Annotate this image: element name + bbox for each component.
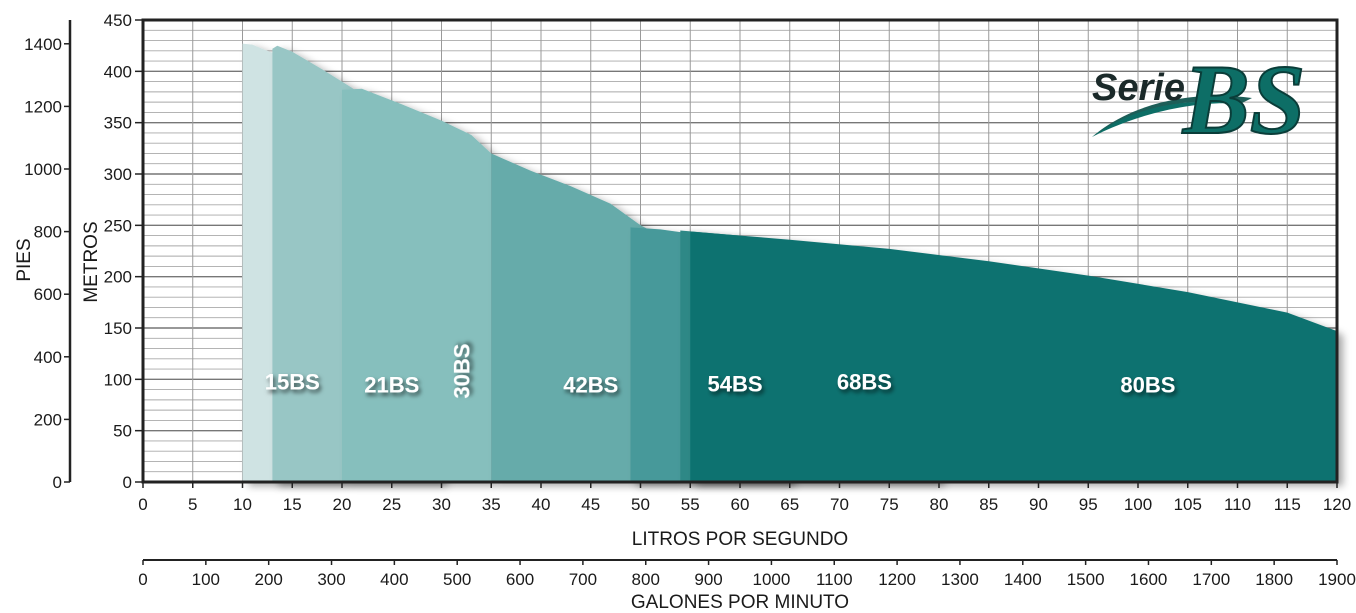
x-tick-label: 50	[631, 495, 650, 514]
region-label-15bs: 15BS	[265, 370, 320, 395]
gpm-tick-label: 800	[632, 570, 660, 589]
gpm-tick-label: 1800	[1255, 570, 1293, 589]
gpm-tick-label: 100	[192, 570, 220, 589]
gpm-tick-label: 1900	[1318, 570, 1356, 589]
x-tick-label: 70	[830, 495, 849, 514]
x-tick-label: 20	[333, 495, 352, 514]
x-tick-label: 95	[1079, 495, 1098, 514]
y-tick-label: 350	[104, 114, 132, 133]
feet-tick-label: 1000	[24, 160, 62, 179]
y-tick-label: 450	[104, 11, 132, 30]
y-tick-label: 50	[113, 422, 132, 441]
x-tick-label: 35	[482, 495, 501, 514]
y-tick-label: 200	[104, 268, 132, 287]
region-label-68bs: 68BS	[837, 370, 892, 395]
x-tick-label: 100	[1124, 495, 1152, 514]
x-tick-label: 65	[780, 495, 799, 514]
gpm-tick-label: 1200	[878, 570, 916, 589]
region-label-80bs: 80BS	[1120, 373, 1175, 398]
gpm-tick-label: 1500	[1067, 570, 1105, 589]
gpm-axis-title: GALONES POR MINUTO	[631, 592, 849, 613]
logo-serie-text: Serie	[1092, 67, 1185, 109]
region-labels: 15BS 21BS 30BS 42BS 54BS 68BS 80BS	[265, 344, 1176, 399]
x-tick-label: 105	[1174, 495, 1202, 514]
gpm-tick-label: 1000	[753, 570, 791, 589]
x-tick-label: 10	[233, 495, 252, 514]
feet-tick-label: 600	[34, 285, 62, 304]
x-tick-label: 110	[1224, 495, 1251, 514]
x-tick-label: 45	[581, 495, 600, 514]
y-tick-label: 250	[104, 216, 132, 235]
gpm-tick-label: 1400	[1004, 570, 1042, 589]
x-tick-label: 85	[979, 495, 998, 514]
y-axis-title: METROS	[81, 221, 102, 302]
x-tick-label: 80	[930, 495, 949, 514]
region-label-30bs: 30BS	[449, 344, 474, 399]
feet-tick-label: 400	[34, 348, 62, 367]
area-30bs	[342, 88, 492, 483]
serie-bs-logo: Serie BS	[1092, 43, 1306, 156]
x-tick-label: 25	[382, 495, 401, 514]
gpm-tick-label: 500	[443, 570, 471, 589]
x-tick-label: 15	[283, 495, 302, 514]
performance-areas	[242, 43, 1337, 483]
x-tick-label: 30	[432, 495, 451, 514]
feet-tick-label: 1200	[24, 97, 62, 116]
axes: 0 5 10 15 20 25 30 35 40 45 50 55 60 65 70 75 80 85 90 95 10…	[14, 11, 1356, 613]
gpm-tick-label: 600	[506, 570, 534, 589]
y-tick-label: 100	[104, 370, 132, 389]
gpm-tick-label: 700	[569, 570, 597, 589]
x-tick-label: 0	[138, 495, 147, 514]
feet-tick-label: 1400	[24, 35, 62, 54]
x-tick-label: 40	[532, 495, 551, 514]
x-tick-label: 55	[681, 495, 700, 514]
y-tick-label: 150	[104, 319, 132, 338]
x-tick-label: 75	[880, 495, 899, 514]
gpm-tick-label: 900	[694, 570, 722, 589]
y-tick-label: 300	[104, 165, 132, 184]
x-axis-title: LITROS POR SEGUNDO	[632, 529, 848, 550]
x-tick-label: 5	[188, 495, 197, 514]
feet-tick-label: 200	[34, 410, 62, 429]
region-label-21bs: 21BS	[364, 373, 419, 398]
x-tick-label: 60	[731, 495, 750, 514]
feet-tick-label: 800	[34, 223, 62, 242]
area-80bs	[690, 231, 1337, 482]
gpm-tick-label: 400	[380, 570, 408, 589]
gpm-tick-label: 300	[317, 570, 345, 589]
x-tick-label: 90	[1029, 495, 1048, 514]
gpm-tick-label: 1100	[816, 570, 853, 589]
gpm-tick-label: 200	[254, 570, 282, 589]
gpm-tick-label: 1700	[1192, 570, 1230, 589]
feet-tick-label: 0	[53, 473, 62, 492]
feet-axis-title: PIES	[14, 238, 35, 281]
logo-swoosh-accent	[1092, 95, 1252, 137]
gpm-tick-label: 1600	[1130, 570, 1168, 589]
y-tick-label: 0	[123, 473, 132, 492]
y-tick-label: 400	[104, 62, 132, 81]
region-label-54bs: 54BS	[708, 372, 763, 397]
gpm-tick-label: 0	[138, 570, 147, 589]
x-tick-label: 120	[1323, 495, 1351, 514]
gpm-tick-label: 1300	[941, 570, 979, 589]
region-label-42bs: 42BS	[563, 373, 618, 398]
x-tick-label: 115	[1274, 495, 1301, 514]
logo-bs-text: BS	[1182, 44, 1305, 155]
